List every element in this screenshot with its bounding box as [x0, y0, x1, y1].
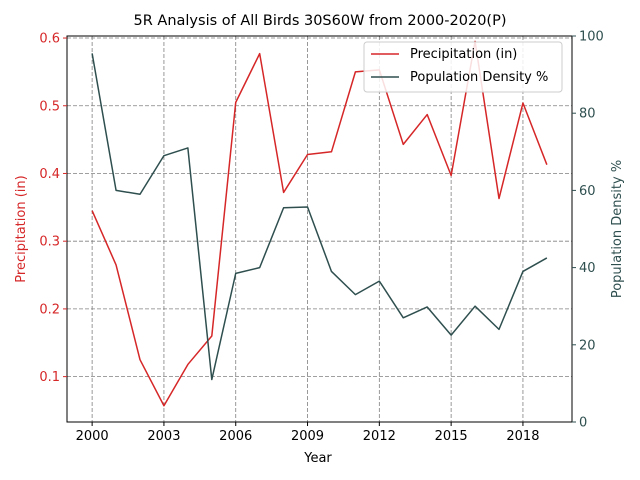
- x-tick-label: 2009: [291, 429, 324, 444]
- population-density-line: [91, 53, 548, 381]
- left-y-tick-label: 0.2: [39, 302, 60, 317]
- x-tick-label: 2003: [147, 429, 180, 444]
- right-y-tick-label: 60: [579, 184, 596, 199]
- x-axis-title: Year: [303, 451, 332, 466]
- left-y-tick-label: 0.5: [39, 99, 60, 114]
- x-tick-label: 2006: [219, 429, 252, 444]
- legend-box: [363, 41, 563, 93]
- right-y-axis-title: Population Density %: [610, 160, 625, 298]
- x-tick-label: 2018: [506, 429, 539, 444]
- right-y-tick-label: 100: [579, 30, 604, 45]
- x-tick-label: 2012: [363, 429, 396, 444]
- left-y-axis-title: Precipitation (in): [14, 175, 29, 282]
- right-y-tick-label: 40: [579, 261, 596, 276]
- right-y-tick-label: 80: [579, 107, 596, 122]
- right-y-tick-label: 20: [579, 338, 596, 353]
- left-y-tick-label: 0.6: [39, 32, 60, 47]
- x-tick-label: 2015: [435, 429, 468, 444]
- left-y-tick-label: 0.4: [39, 167, 60, 182]
- axes: 2000 2003 2006 2009 2012 2015 2018 0.1 0.2 0.3 0.4…: [39, 30, 604, 445]
- left-y-tick-label: 0.3: [39, 235, 60, 250]
- left-y-tick-label: 0.1: [39, 370, 60, 385]
- chart-title: 5R Analysis of All Birds 30S60W from 200…: [134, 13, 507, 29]
- legend-label-precipitation: Precipitation (in): [410, 47, 517, 62]
- legend-label-population-density: Population Density %: [410, 70, 548, 85]
- legend: Precipitation (in) Population Density %: [363, 41, 563, 93]
- plot-frame: [66, 35, 573, 423]
- x-tick-label: 2000: [76, 429, 109, 444]
- right-y-tick-label: 0: [579, 416, 587, 431]
